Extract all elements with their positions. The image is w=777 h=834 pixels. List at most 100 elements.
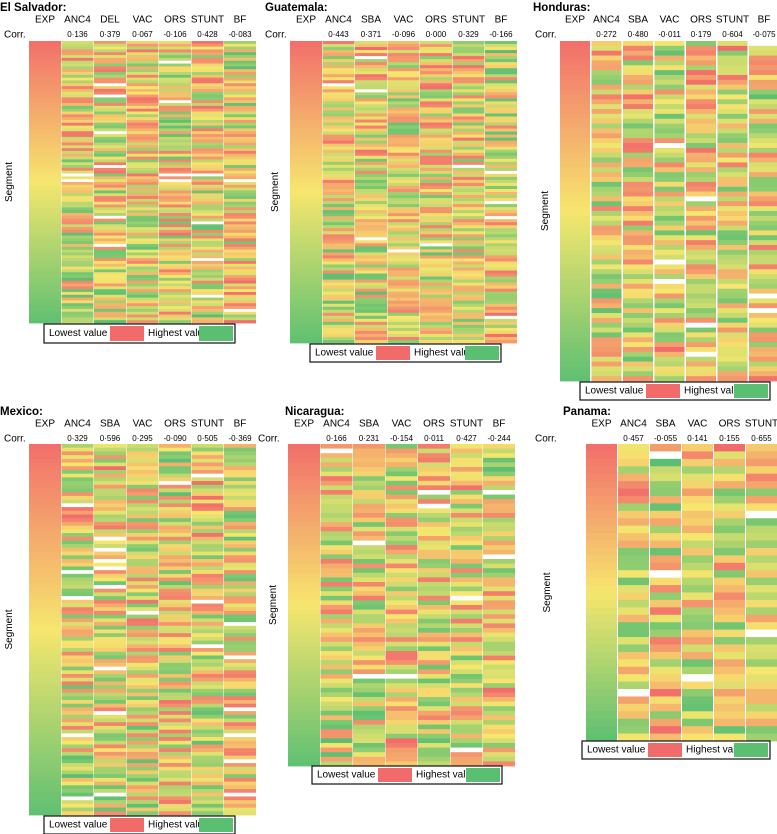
- heatmap-cell: [450, 651, 483, 656]
- heatmap-cell: [618, 488, 649, 497]
- heatmap-cell: [387, 173, 420, 178]
- heatmap-cell: [618, 622, 649, 631]
- heatmap-cell: [749, 147, 777, 154]
- heatmap-cell: [94, 692, 126, 697]
- heatmap-cell: [61, 91, 94, 95]
- heatmap-cell: [61, 258, 94, 262]
- heatmap-cell: [385, 448, 418, 454]
- heatmap-cell: [353, 600, 385, 606]
- heatmap-cell: [654, 245, 685, 251]
- heatmap-cell: [450, 517, 483, 523]
- heatmap-cell: [385, 563, 418, 569]
- heatmap-cell: [420, 68, 452, 72]
- heatmap-cell: [654, 376, 685, 382]
- heatmap-cell: [94, 63, 126, 67]
- heatmap-cell: [191, 266, 224, 270]
- heatmap-cell: [224, 72, 256, 76]
- heatmap-cell: [623, 332, 653, 338]
- panel-title: Panama:: [563, 406, 611, 418]
- heatmap-cell: [586, 518, 617, 527]
- heatmap-cell: [126, 614, 159, 619]
- heatmap-cell: [29, 153, 61, 158]
- heatmap-cell: [61, 725, 94, 731]
- heatmap-cell: [61, 785, 94, 790]
- heatmap-cell: [420, 80, 452, 84]
- heatmap-cell: [320, 503, 353, 509]
- heatmap-cell: [224, 577, 256, 582]
- heatmap-cell: [224, 592, 256, 597]
- heatmap-cell: [320, 476, 353, 482]
- heatmap-cell: [320, 545, 353, 551]
- heatmap-cell: [29, 300, 61, 304]
- heatmap-cell: [126, 111, 159, 115]
- heatmap-cell: [126, 300, 159, 304]
- heatmap-cell: [61, 167, 94, 172]
- heatmap-cell: [224, 77, 256, 81]
- heatmap-cell: [159, 763, 191, 768]
- heatmap-cell: [591, 167, 622, 173]
- heatmap-cell: [126, 551, 159, 556]
- heatmap-cell: [485, 56, 517, 60]
- heatmap-cell: [450, 660, 483, 666]
- heatmap-cell: [159, 733, 191, 738]
- heatmap-cell: [29, 306, 61, 310]
- heatmap-cell: [560, 279, 590, 285]
- heatmap-cell: [29, 204, 61, 208]
- heatmap-cell: [94, 666, 126, 671]
- heatmap-cell: [290, 161, 322, 166]
- heatmap-cell: [322, 315, 355, 320]
- heatmap-cell: [654, 65, 685, 71]
- heatmap-cell: [224, 156, 256, 160]
- heatmap-cell: [159, 252, 191, 256]
- heatmap-cell: [61, 544, 94, 549]
- heatmap-cell: [290, 122, 322, 126]
- heatmap-cell: [483, 646, 515, 652]
- heatmap-cell: [749, 327, 777, 333]
- heatmap-cell: [654, 172, 685, 178]
- heatmap-cell: [94, 303, 126, 307]
- heatmap-cell: [126, 521, 159, 527]
- heatmap-cell: [586, 562, 617, 571]
- heatmap-cell: [355, 101, 387, 105]
- heatmap-cell: [618, 651, 649, 660]
- heatmap-cell: [355, 107, 387, 111]
- heatmap-cell: [322, 234, 355, 238]
- heatmap-cell: [159, 492, 191, 497]
- heatmap-cell: [452, 255, 485, 259]
- heatmap-cell: [159, 803, 191, 808]
- heatmap-cell: [618, 473, 649, 482]
- heatmap-cell: [290, 219, 322, 223]
- heatmap-cell: [650, 488, 681, 497]
- heatmap-cell: [682, 451, 713, 460]
- heatmap-cell: [322, 258, 355, 262]
- heatmap-cell: [94, 244, 126, 248]
- heatmap-cell: [483, 471, 515, 477]
- heatmap-cell: [623, 65, 653, 71]
- heatmap-cell: [191, 286, 224, 290]
- heatmap-cell: [159, 142, 191, 146]
- heatmap-cell: [94, 525, 126, 530]
- heatmap-cell: [61, 263, 94, 267]
- heatmap-cell: [191, 320, 224, 324]
- heatmap-cell: [714, 577, 745, 586]
- heatmap-cell: [355, 155, 387, 160]
- heatmap-cell: [224, 139, 256, 143]
- heatmap-cell: [483, 724, 515, 730]
- heatmap-cell: [322, 125, 355, 129]
- heatmap-cell: [483, 476, 515, 482]
- heatmap-cell: [61, 755, 94, 760]
- heatmap-cell: [591, 55, 622, 61]
- heatmap-cell: [591, 89, 622, 95]
- heatmap-cell: [29, 570, 61, 575]
- heatmap-cell: [159, 458, 191, 463]
- heatmap-cell: [385, 499, 418, 505]
- heatmap-cell: [355, 92, 387, 96]
- heatmap-cell: [94, 636, 126, 642]
- heatmap-cell: [452, 164, 485, 169]
- heatmap-cell: [749, 245, 777, 251]
- heatmap-cell: [191, 94, 224, 98]
- heatmap-cell: [717, 245, 748, 251]
- heatmap-cell: [159, 566, 191, 571]
- heatmap-cell: [290, 315, 322, 320]
